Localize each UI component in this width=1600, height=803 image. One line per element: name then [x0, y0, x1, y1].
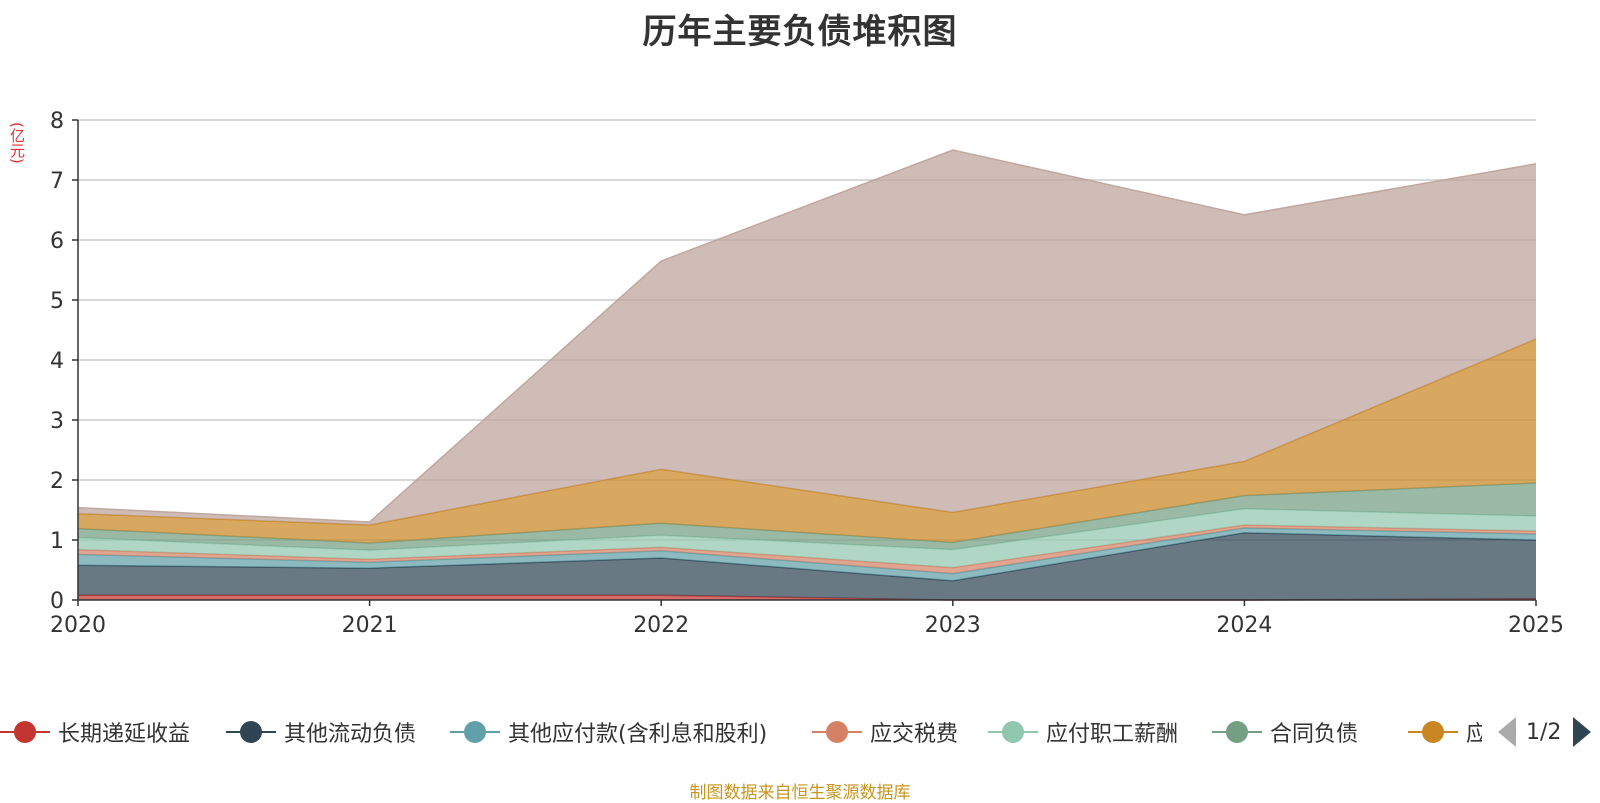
legend-item[interactable]: 其他流动负债: [226, 712, 416, 752]
legend-items: 长期递延收益 其他流动负债 其他应付款(含利息和股利) 应交税费 应付职工薪酬 合同负债 应…: [0, 712, 1482, 752]
area-series-4: [78, 508, 1536, 568]
legend-label: 其他流动负债: [284, 722, 417, 747]
x-tick-label: 2023: [925, 613, 981, 638]
legend: 长期递延收益 其他流动负债 其他应付款(含利息和股利) 应交税费 应付职工薪酬 合同负债 应…: [0, 712, 1600, 752]
area-series-1: [78, 532, 1536, 600]
axes: 0 1 2 3 4 5 6 7 8 2020 2021 2022 2023 2024 2025: [50, 109, 1564, 638]
legend-item[interactable]: 其他应付款(含利息和股利): [450, 712, 767, 752]
stacked-area-chart: 0 1 2 3 4 5 6 7 8 2020 2021 2022 2023 2024 2025: [50, 109, 1564, 638]
y-tick-label: 0: [50, 589, 64, 614]
area-series-7-line: [77, 149, 1537, 523]
legend-item[interactable]: 合同负债: [1212, 712, 1358, 752]
legend-item[interactable]: 应付职工薪酬: [988, 712, 1178, 752]
area-series-7: [78, 150, 1536, 525]
area-series-0: [78, 595, 1536, 600]
area-series-1-line: [77, 532, 1537, 582]
x-tick-label: 2024: [1216, 613, 1272, 638]
legend-swatch-icon: [226, 717, 276, 747]
legend-swatch-icon: [1212, 717, 1262, 747]
y-tick-label: 8: [50, 109, 64, 134]
x-tick-label: 2022: [633, 613, 689, 638]
area-series: [77, 149, 1537, 601]
legend-next-page-icon[interactable]: [1573, 717, 1592, 747]
area-series-2: [78, 528, 1536, 581]
legend-swatch-icon: [1408, 717, 1458, 747]
x-tick-label: 2025: [1508, 613, 1564, 638]
legend-label: 其他应付款(含利息和股利): [508, 722, 768, 747]
y-tick-label: 7: [50, 169, 64, 194]
legend-item[interactable]: 应交税费: [812, 712, 958, 752]
legend-label: 合同负债: [1270, 722, 1359, 747]
legend-swatch-icon: [450, 717, 500, 747]
legend-label: 应付职工薪酬: [1046, 722, 1179, 747]
y-axis-unit-label: (亿元): [8, 122, 26, 164]
area-series-3: [78, 525, 1536, 574]
area-series-2-line: [77, 527, 1537, 575]
y-tick-label: 5: [50, 289, 64, 314]
chart-title: 历年主要负债堆积图: [642, 12, 958, 52]
y-tick-label: 3: [50, 409, 64, 434]
legend-prev-page-icon[interactable]: [1498, 717, 1516, 747]
y-tick-label: 6: [50, 229, 64, 254]
legend-swatch-icon: [988, 717, 1038, 747]
legend-pager: 1/2: [1498, 712, 1592, 752]
area-series-6: [78, 339, 1536, 543]
data-source-note: 制图数据来自恒生聚源数据库: [689, 783, 911, 803]
y-tick-label: 1: [50, 529, 64, 554]
x-tick-label: 2020: [50, 613, 106, 638]
legend-page-indicator: 1/2: [1526, 719, 1562, 745]
legend-item[interactable]: 应付账款: [1408, 712, 1482, 752]
legend-label: 长期递延收益: [58, 722, 191, 747]
x-tick-label: 2021: [342, 613, 398, 638]
legend-label: 应付账款: [1466, 722, 1482, 747]
legend-swatch-icon: [0, 717, 50, 747]
y-tick-label: 2: [50, 469, 64, 494]
legend-swatch-icon: [812, 717, 862, 747]
legend-item[interactable]: 长期递延收益: [0, 712, 190, 752]
legend-label: 应交税费: [870, 722, 959, 747]
y-tick-label: 4: [50, 349, 64, 374]
